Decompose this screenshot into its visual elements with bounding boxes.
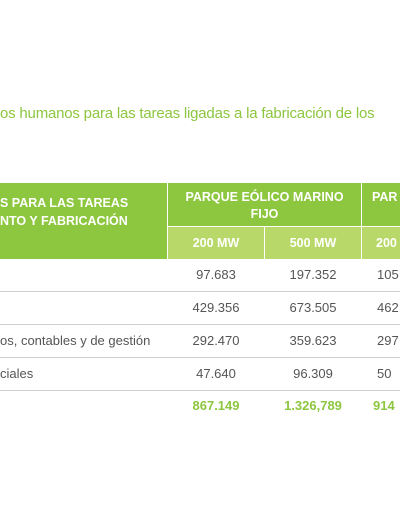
- group-header-second: PAR: [372, 190, 398, 204]
- header-divider: [168, 226, 400, 227]
- header-divider: [361, 183, 362, 259]
- table-row: os, contables y de gestión 292.470 359.6…: [0, 325, 400, 358]
- row-label: os, contables y de gestión: [0, 333, 151, 348]
- cell-value: 462: [377, 300, 399, 315]
- row-label: ciales: [0, 366, 34, 381]
- cell-value: 292.470: [192, 333, 240, 348]
- cell-value: 97.683: [196, 267, 236, 282]
- cell-value: 673.505: [289, 300, 337, 315]
- cell-value: 47.640: [196, 366, 236, 381]
- subheader-200mw-second: 200: [376, 236, 397, 250]
- table-row: ciales 47.640 96.309 50: [0, 358, 400, 391]
- cell-value: 197.352: [289, 267, 337, 282]
- total-value: 914: [373, 398, 395, 413]
- header-divider: [167, 183, 168, 259]
- document-title: os humanos para las tareas ligadas a la …: [0, 105, 375, 122]
- group-header-fixed-offshore-line2: FIJO: [250, 207, 279, 221]
- table-row: 97.683 197.352 105: [0, 259, 400, 292]
- table-row-total: 867.149 1.326,789 914: [0, 390, 400, 418]
- total-value: 867.149: [192, 398, 240, 413]
- data-table: S PARA LAS TAREAS NTO Y FABRICACIÓN PARQ…: [0, 183, 400, 418]
- cell-value: 105: [377, 267, 399, 282]
- cell-value: 50: [377, 366, 392, 381]
- cell-value: 96.309: [293, 366, 333, 381]
- group-header-fixed-offshore-line1: PARQUE EÓLICO MARINO: [185, 190, 344, 204]
- cell-value: 359.623: [289, 333, 337, 348]
- first-column-header-line1: S PARA LAS TAREAS: [0, 196, 129, 210]
- first-column-header-line2: NTO Y FABRICACIÓN: [0, 214, 128, 228]
- total-value: 1.326,789: [284, 398, 342, 413]
- header-divider: [264, 226, 265, 259]
- cell-value: 297: [377, 333, 399, 348]
- table-row: 429.356 673.505 462: [0, 292, 400, 325]
- subheader-200mw: 200 MW: [192, 236, 240, 250]
- cell-value: 429.356: [192, 300, 240, 315]
- subheader-500mw: 500 MW: [289, 236, 337, 250]
